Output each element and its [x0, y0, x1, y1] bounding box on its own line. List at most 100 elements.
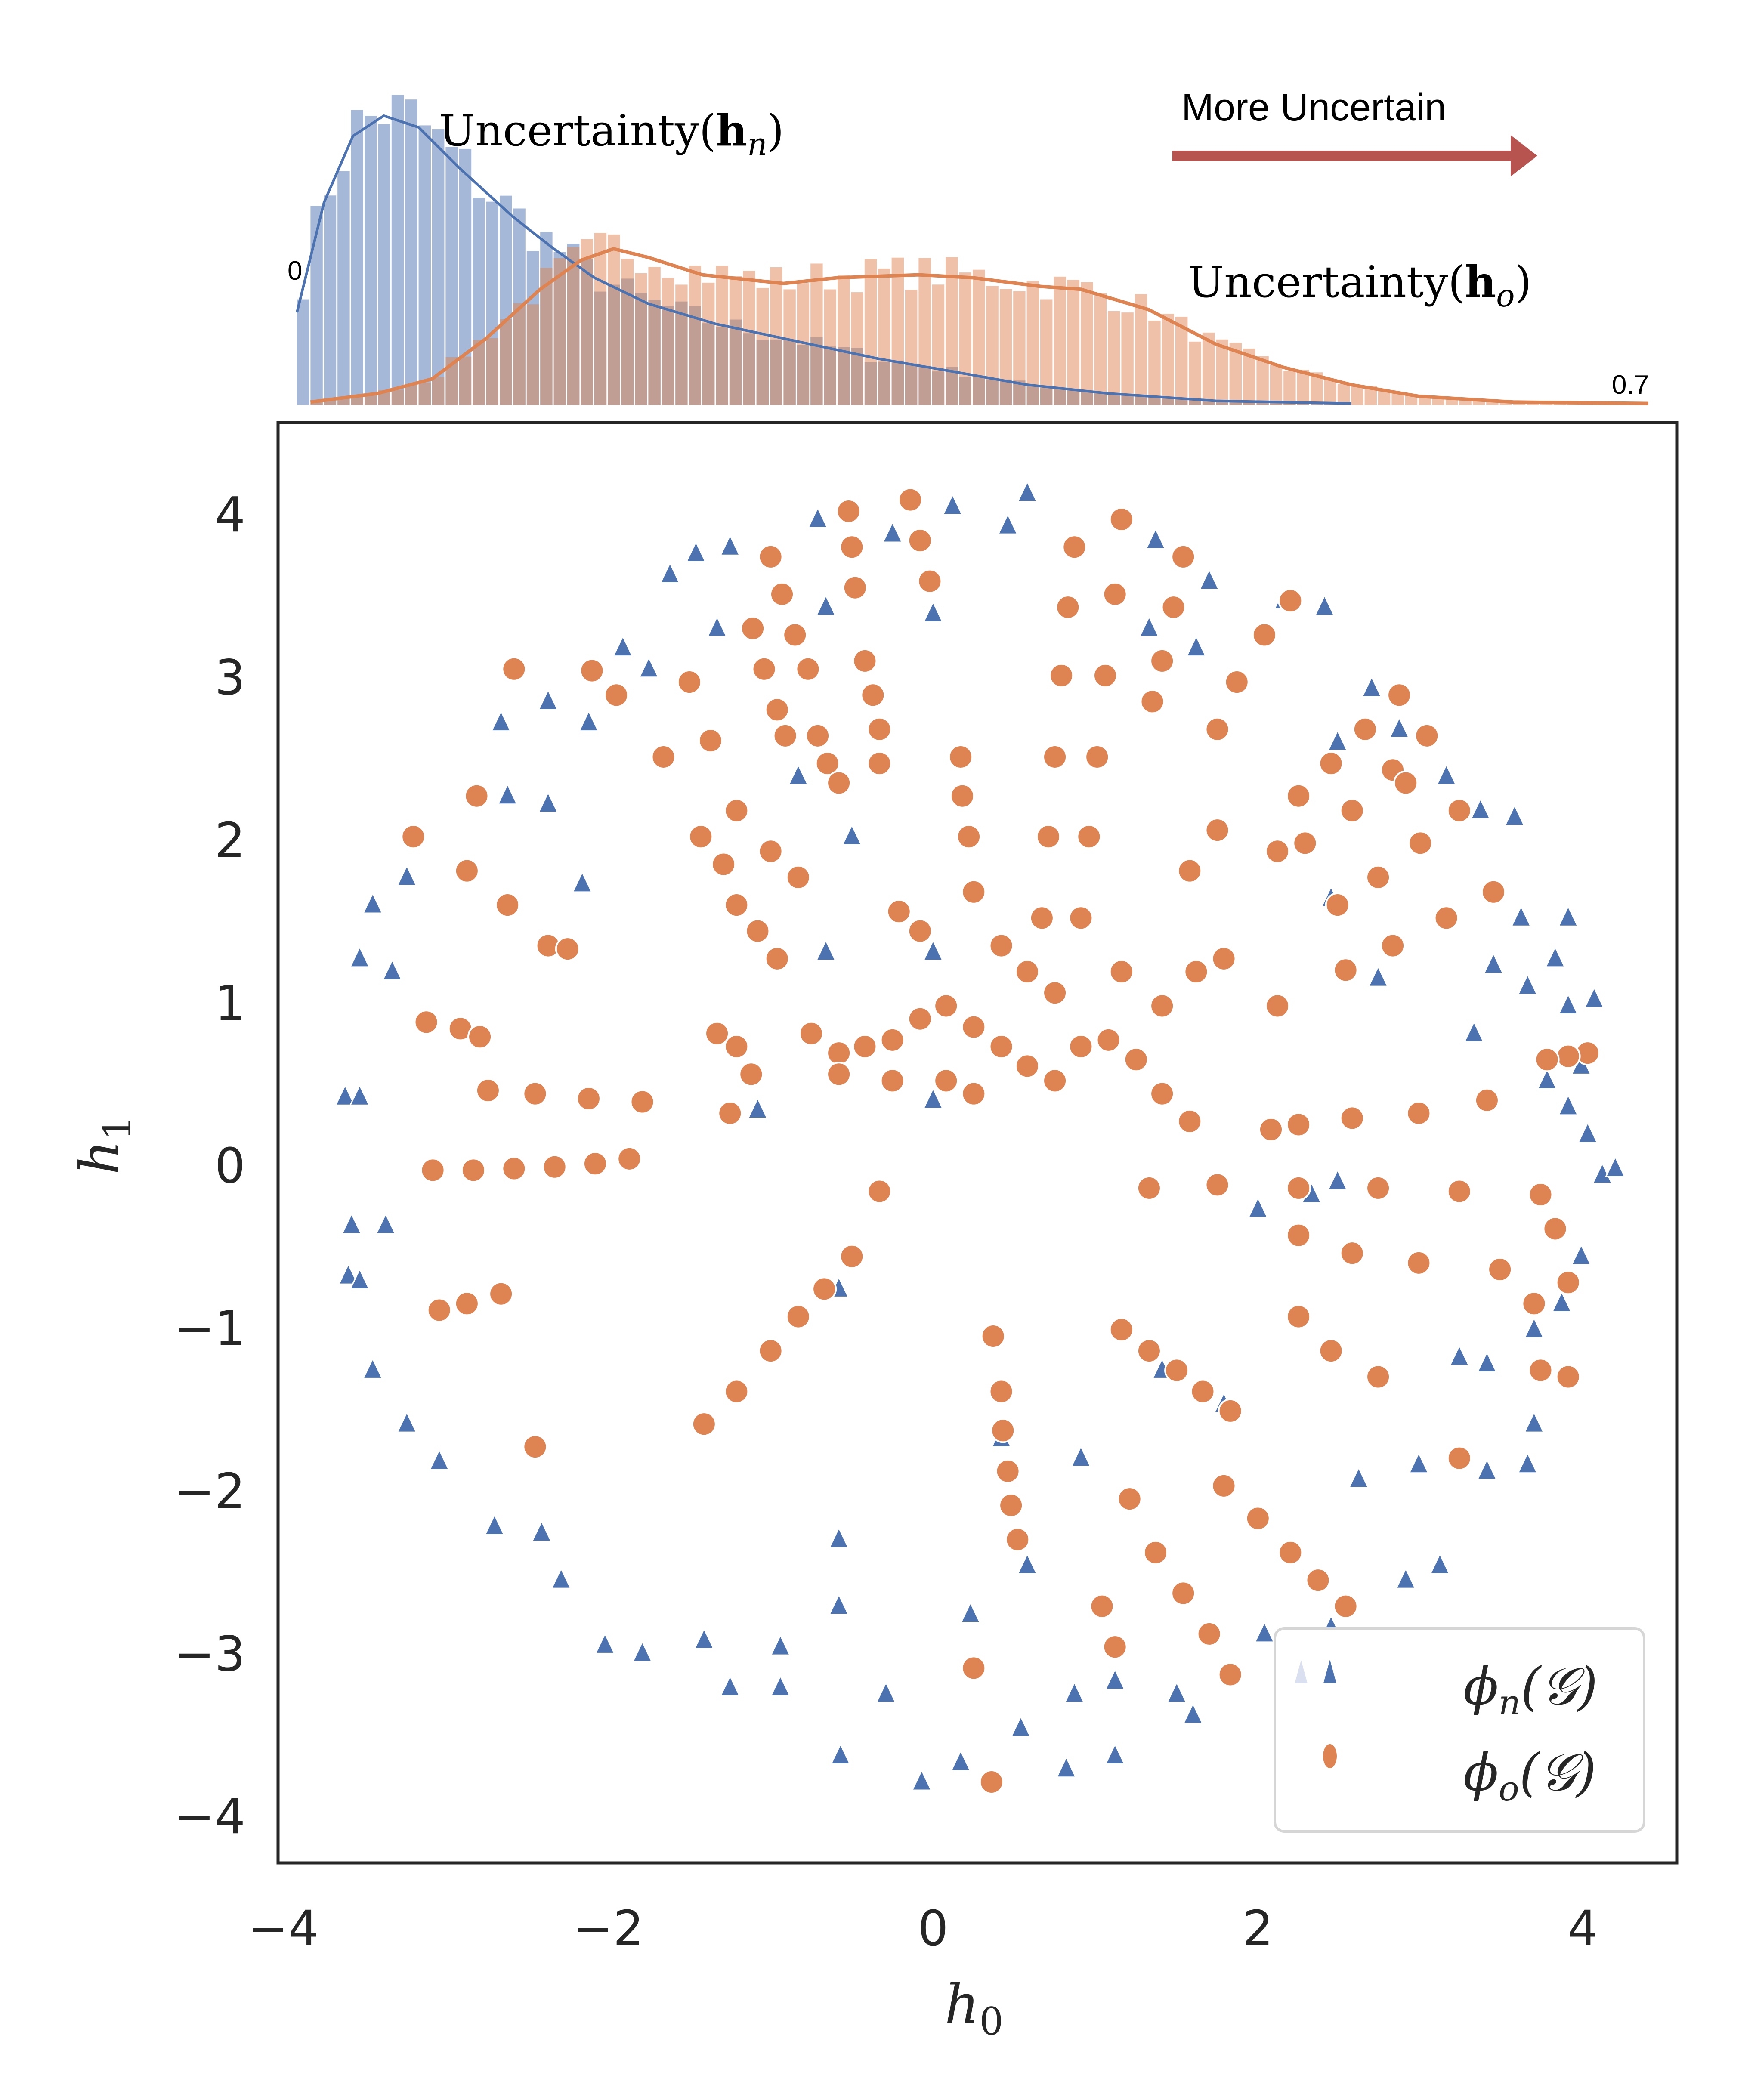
circle-point	[1245, 1506, 1271, 1531]
triangle-point	[1476, 1350, 1498, 1373]
hist-bar	[1351, 386, 1363, 405]
triangle-point	[1367, 965, 1389, 987]
circle-point	[1005, 1527, 1030, 1552]
circle-point	[1447, 798, 1472, 823]
triangle-point	[1182, 1702, 1204, 1724]
triangle-point	[1254, 1621, 1275, 1643]
triangle-point	[1583, 986, 1605, 1008]
hist-bar	[418, 383, 431, 405]
triangle-point	[911, 1769, 932, 1791]
hist-bar	[864, 259, 877, 405]
triangle-point	[429, 1448, 450, 1470]
hist-bar	[391, 389, 404, 405]
circle-point	[705, 1021, 730, 1046]
hist-bar	[405, 99, 417, 405]
hist-bar	[932, 284, 945, 405]
triangle-point	[1145, 527, 1166, 550]
circle-point	[1252, 622, 1277, 648]
circle-point	[1042, 744, 1068, 769]
hist-bar	[621, 259, 634, 405]
triangle-point	[396, 1411, 417, 1433]
hist-bar	[1148, 321, 1161, 405]
hist-bar	[702, 282, 715, 405]
circle-point	[1177, 858, 1203, 883]
triangle-point	[685, 540, 707, 562]
circle-point	[880, 1068, 905, 1093]
hist-bar	[337, 171, 350, 405]
hist-bar	[999, 289, 1012, 405]
circle-point	[724, 1034, 749, 1059]
hist-bar	[553, 258, 566, 405]
hist-bar	[1216, 339, 1228, 405]
circle-point	[1555, 1270, 1581, 1295]
triangle-point	[1348, 1466, 1370, 1489]
y-tick-label: 4	[215, 488, 245, 544]
y-tick-label: −2	[174, 1464, 245, 1519]
triangle-point	[1517, 973, 1538, 995]
circle-point	[1555, 1364, 1581, 1390]
circle-point	[867, 716, 892, 742]
circle-point	[617, 1146, 642, 1171]
triangle-point	[572, 871, 593, 893]
triangle-point	[1470, 797, 1491, 820]
circle-point	[501, 1156, 527, 1181]
triangle-point	[1017, 1552, 1038, 1575]
triangle-point	[612, 635, 634, 657]
circle-point	[770, 581, 795, 607]
triangle-point	[550, 1567, 572, 1589]
circle-point	[785, 1304, 811, 1329]
triangle-point	[638, 656, 659, 678]
circle-point	[630, 1089, 655, 1115]
hist-bar	[635, 273, 647, 405]
triangle-point	[960, 1601, 981, 1624]
circle-point	[1387, 682, 1412, 708]
circle-point	[1528, 1182, 1553, 1208]
circle-point	[785, 865, 811, 890]
hist-bar	[1175, 316, 1188, 405]
circle-point	[1123, 1047, 1149, 1072]
triangle-point	[349, 1267, 371, 1290]
x-tick-label: −4	[248, 1901, 319, 1957]
circle-point	[677, 670, 702, 695]
hist-bar	[432, 377, 445, 405]
circle-point	[1265, 839, 1290, 864]
hist-bar	[878, 268, 890, 405]
legend-triangle-icon	[1323, 1660, 1336, 1683]
circle-point	[1211, 946, 1237, 971]
triangle-point	[1436, 763, 1457, 785]
circle-point	[1049, 663, 1074, 688]
circle-point	[740, 616, 766, 641]
y-tick-label: −3	[174, 1626, 245, 1682]
triangle-point	[1558, 1093, 1579, 1116]
circle-point	[1393, 770, 1419, 796]
triangle-point	[497, 783, 518, 805]
circle-point	[1339, 1241, 1365, 1266]
triangle-point	[1056, 1756, 1077, 1778]
legend-box	[1274, 1627, 1645, 1833]
circle-point	[1150, 648, 1175, 673]
hist-bar	[716, 266, 728, 405]
circle-point	[1318, 1338, 1344, 1364]
circle-point	[1352, 716, 1378, 742]
circle-point	[898, 487, 923, 513]
circle-point	[1109, 959, 1134, 985]
circle-point	[576, 1086, 601, 1111]
triangle-point	[484, 1513, 505, 1535]
circle-point	[1096, 1027, 1121, 1053]
circle-point	[1333, 957, 1358, 983]
triangle-point	[1463, 1020, 1485, 1043]
circle-point	[826, 1062, 852, 1087]
y-tick-label: 1	[215, 976, 245, 1031]
circle-point	[501, 656, 527, 682]
circle-point	[1278, 1540, 1303, 1565]
triangle-point	[922, 939, 944, 961]
triangle-point	[1571, 1243, 1592, 1266]
hist-bar	[1094, 293, 1107, 405]
hist-bar	[1432, 398, 1444, 405]
triangle-point	[875, 1681, 897, 1703]
hist-bar	[851, 292, 863, 405]
circle-point	[989, 1379, 1014, 1404]
circle-point	[795, 656, 821, 682]
circle-point	[1339, 798, 1365, 823]
circle-point	[420, 1158, 445, 1183]
